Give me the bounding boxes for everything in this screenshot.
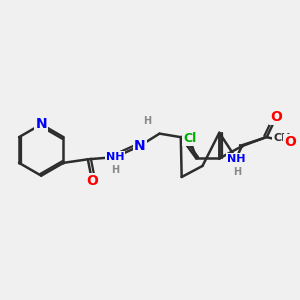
Text: O: O — [271, 110, 282, 124]
Text: O: O — [86, 174, 98, 188]
Text: H: H — [143, 116, 151, 126]
Text: CH₃: CH₃ — [273, 133, 296, 143]
Text: N: N — [35, 117, 47, 131]
Text: O: O — [284, 136, 296, 149]
Text: H: H — [233, 167, 241, 177]
Text: NH: NH — [227, 154, 245, 164]
Text: N: N — [134, 139, 146, 153]
Text: Cl: Cl — [183, 132, 196, 145]
Text: NH: NH — [106, 152, 124, 162]
Text: H: H — [111, 165, 119, 176]
